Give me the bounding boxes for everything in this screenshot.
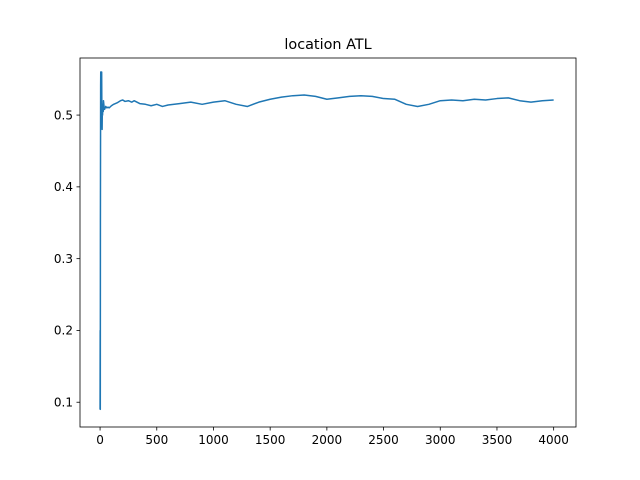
y-tick-label: 0.5 [54,108,73,122]
x-tick-label: 3500 [482,433,513,447]
y-tick-label: 0.2 [54,324,73,338]
y-tick-label: 0.1 [54,396,73,410]
x-tick-label: 2500 [368,433,399,447]
x-tick-label: 2000 [312,433,343,447]
axes: 0 500 1000 1500 2000 2500 3000 3500 4000 0.1 0.2 0.… [54,57,577,447]
y-tick-label: 0.3 [54,252,73,266]
x-tick-label: 1500 [255,433,286,447]
x-tick-label: 4000 [538,433,569,447]
x-tick-label: 500 [145,433,168,447]
y-tick-label: 0.4 [54,180,73,194]
x-tick-label: 0 [96,433,104,447]
chart-title: location ATL [284,37,371,53]
plot-area [99,71,554,411]
axes-frame [79,57,577,428]
x-tick-label: 1000 [198,433,229,447]
x-tick-label: 3000 [425,433,456,447]
series-line-0 [99,71,554,411]
